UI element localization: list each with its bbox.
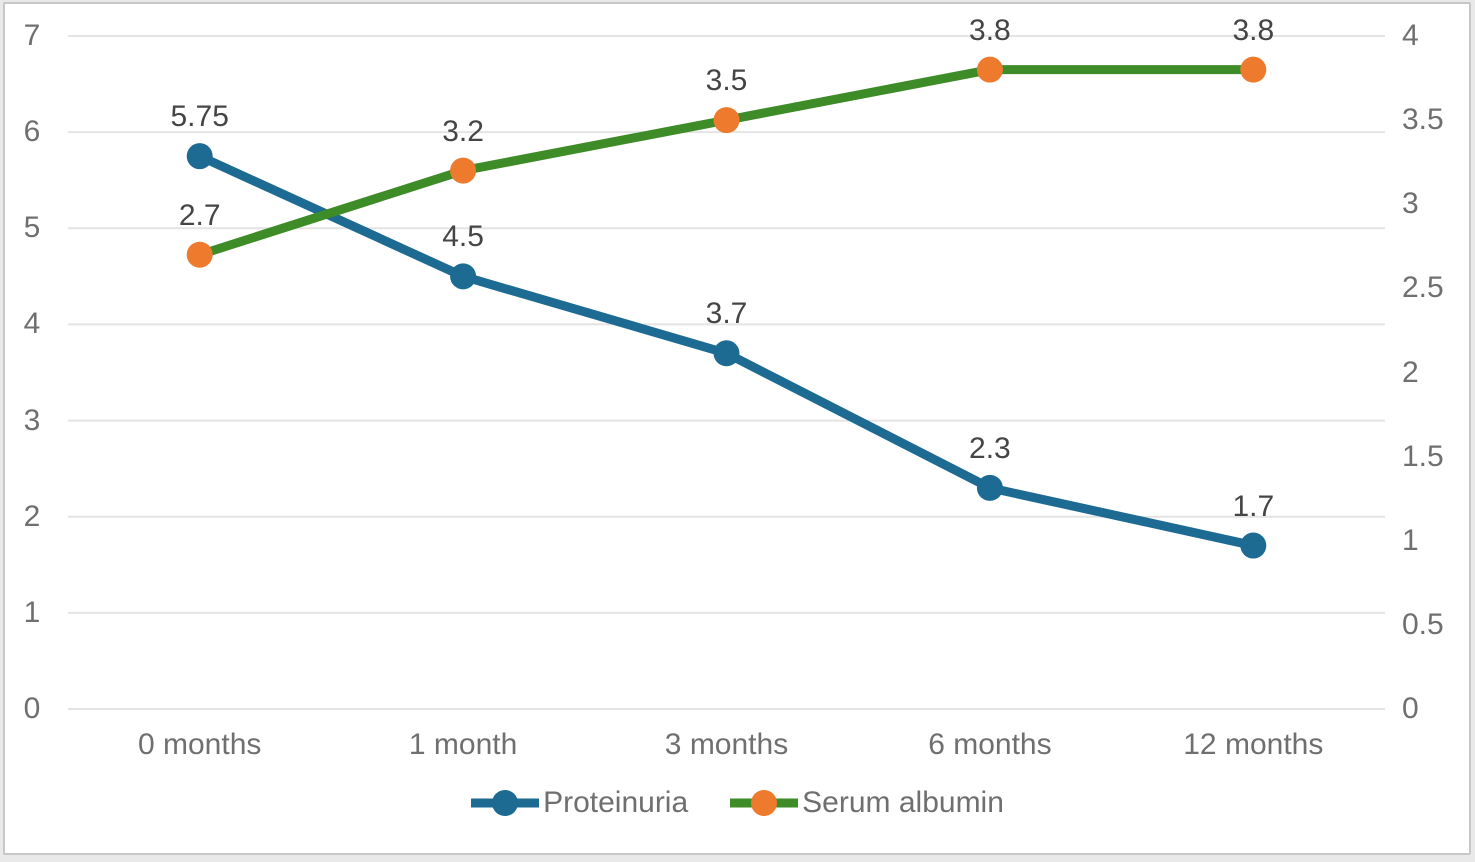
proteinuria-marker [186, 143, 213, 170]
proteinuria-marker [976, 474, 1003, 501]
proteinuria-marker [1240, 532, 1267, 559]
proteinuria-marker [713, 340, 740, 367]
serum-albumin-marker [450, 157, 477, 184]
proteinuria-marker [450, 263, 477, 290]
serum-albumin-marker [1240, 56, 1267, 83]
legend-label-proteinuria: Proteinuria [543, 786, 689, 819]
proteinuria-legend-marker-icon [471, 790, 540, 816]
serum-albumin-marker [976, 56, 1003, 83]
chart-background [3, 2, 1471, 855]
legend-item-proteinuria: Proteinuria [471, 786, 688, 820]
serum-albumin-legend-marker-icon [730, 790, 799, 816]
legend-item-serum-albumin: Serum albumin [730, 786, 1004, 820]
serum-albumin-marker [186, 241, 213, 268]
legend-label-serum-albumin: Serum albumin [802, 786, 1004, 819]
chart-legend: Proteinuria Serum albumin [0, 786, 1475, 820]
serum-albumin-marker [713, 107, 740, 134]
